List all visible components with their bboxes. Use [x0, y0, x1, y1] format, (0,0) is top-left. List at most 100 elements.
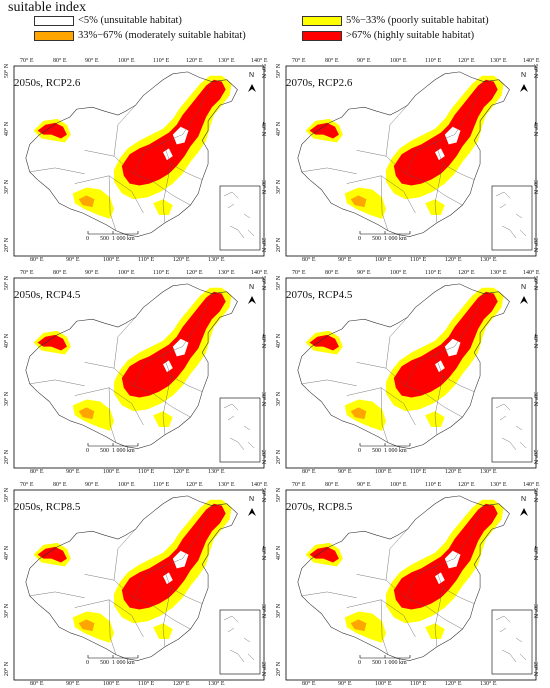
suitability-poorly-area [72, 187, 114, 219]
scale-label: 1 000 km [112, 660, 135, 666]
left-tick-label: 50° N [276, 63, 283, 79]
china-map [13, 65, 265, 257]
right-tick-label: 50° N [532, 275, 539, 291]
left-tick-label: 20° N [4, 449, 11, 465]
south-china-sea-inset [219, 185, 261, 251]
top-tick-label: 110° E [153, 58, 170, 64]
top-tick-label: 120° E [186, 482, 203, 488]
bottom-tick-label: 120° E [173, 257, 190, 263]
left-tick-label: 50° N [4, 487, 11, 503]
bottom-tick-label: 100° E [375, 257, 392, 263]
province-boundary [113, 105, 136, 157]
province-boundary [346, 599, 416, 638]
right-tick-label: 50° N [532, 487, 539, 503]
province-boundary [380, 175, 389, 231]
province-boundary [454, 505, 485, 559]
scale-bar [87, 655, 139, 659]
province-boundary [29, 379, 85, 386]
bottom-tick-label: 80° E [30, 681, 44, 687]
province-boundary [74, 175, 144, 214]
suitability-moderately-area [350, 195, 367, 208]
right-tick-label: 30° N [532, 603, 539, 619]
top-tick-label: 110° E [153, 482, 170, 488]
panel-title: 2050s, RCP8.5 [14, 501, 81, 513]
top-tick-label: 110° E [425, 270, 442, 276]
suitability-poorly-area [153, 199, 173, 215]
left-tick-label: 40° N [276, 121, 283, 137]
bottom-tick-label: 100° E [375, 681, 392, 687]
bottom-tick-label: 80° E [302, 257, 316, 263]
top-tick-label: 130° E [218, 270, 235, 276]
suitability-poorly-area [425, 199, 445, 215]
scale-label: 0 [86, 448, 89, 454]
scale-label: 1 000 km [384, 660, 407, 666]
inset-islands [223, 403, 255, 451]
map-content [297, 71, 510, 237]
right-tick-label: 40° N [532, 121, 539, 137]
suitability-poorly-area [344, 399, 386, 431]
province-boundary [84, 362, 154, 394]
top-tick-label: 90° E [357, 482, 371, 488]
legend-swatch-poorly [302, 15, 342, 26]
left-tick-label: 40° N [276, 545, 283, 561]
suitability-unsuitable-area [163, 360, 173, 373]
legend-swatch-moderately [34, 30, 74, 41]
top-tick-label: 130° E [490, 270, 507, 276]
suitability-moderately-area [78, 407, 95, 420]
legend-item-poorly: 5%−33% (poorly suitable habitat) [302, 15, 489, 26]
bottom-tick-label: 120° E [173, 469, 190, 475]
top-tick-label: 130° E [218, 58, 235, 64]
china-map [285, 277, 537, 469]
legend-item-unsuitable: <5% (unsuitable habitat) [34, 15, 182, 26]
map-panel: 2070s, RCP2.6 N 0 500 1 000 km 70° E 80° E 90° … [276, 58, 542, 264]
province-boundary [133, 134, 183, 174]
left-tick-label: 50° N [4, 275, 11, 291]
south-china-sea-inset [491, 609, 533, 675]
top-tick-label: 120° E [458, 270, 475, 276]
scale-label: 0 [358, 448, 361, 454]
panel-title: 2050s, RCP4.5 [14, 289, 81, 301]
bottom-tick-label: 110° E [410, 469, 427, 475]
right-tick-label: 30° N [260, 391, 267, 407]
suitability-highly-area [393, 503, 498, 610]
map-content [25, 283, 238, 449]
province-boundary [380, 599, 389, 655]
legend-item-highly: >67% (highly suitable habitat) [302, 30, 474, 41]
province-boundary [346, 175, 416, 214]
china-map [285, 65, 537, 257]
south-china-sea-inset [491, 397, 533, 463]
north-label: N [521, 496, 527, 503]
province-boundary [84, 150, 154, 182]
bottom-tick-label: 130° E [480, 257, 497, 263]
right-tick-label: 40° N [260, 545, 267, 561]
country-outline [297, 495, 510, 661]
bottom-tick-label: 80° E [30, 257, 44, 263]
suitability-highly-area [121, 79, 226, 186]
right-tick-label: 50° N [260, 487, 267, 503]
suitability-poorly-area [344, 611, 386, 643]
bottom-tick-label: 120° E [173, 681, 190, 687]
province-boundary [356, 150, 426, 182]
top-tick-label: 70° E [292, 58, 306, 64]
top-tick-label: 80° E [325, 270, 339, 276]
top-tick-label: 90° E [85, 58, 99, 64]
top-tick-label: 70° E [20, 58, 34, 64]
country-outline [297, 283, 510, 449]
left-tick-label: 40° N [4, 121, 11, 137]
province-boundary [133, 346, 183, 386]
left-tick-label: 50° N [276, 487, 283, 503]
bottom-tick-label: 120° E [445, 257, 462, 263]
province-boundary [405, 346, 455, 386]
north-arrow-icon [520, 508, 528, 516]
suitability-highly-area [393, 79, 498, 186]
top-tick-label: 140° E [251, 482, 268, 488]
right-tick-label: 20° N [532, 237, 539, 253]
left-tick-label: 30° N [4, 603, 11, 619]
legend-item-moderately: 33%−67% (moderately suitable habitat) [34, 30, 246, 41]
suitability-unsuitable-area [435, 572, 445, 585]
province-boundary [162, 587, 172, 647]
right-tick-label: 50° N [532, 63, 539, 79]
bottom-tick-label: 100° E [103, 257, 120, 263]
top-tick-label: 130° E [490, 58, 507, 64]
scale-bar [87, 443, 139, 447]
